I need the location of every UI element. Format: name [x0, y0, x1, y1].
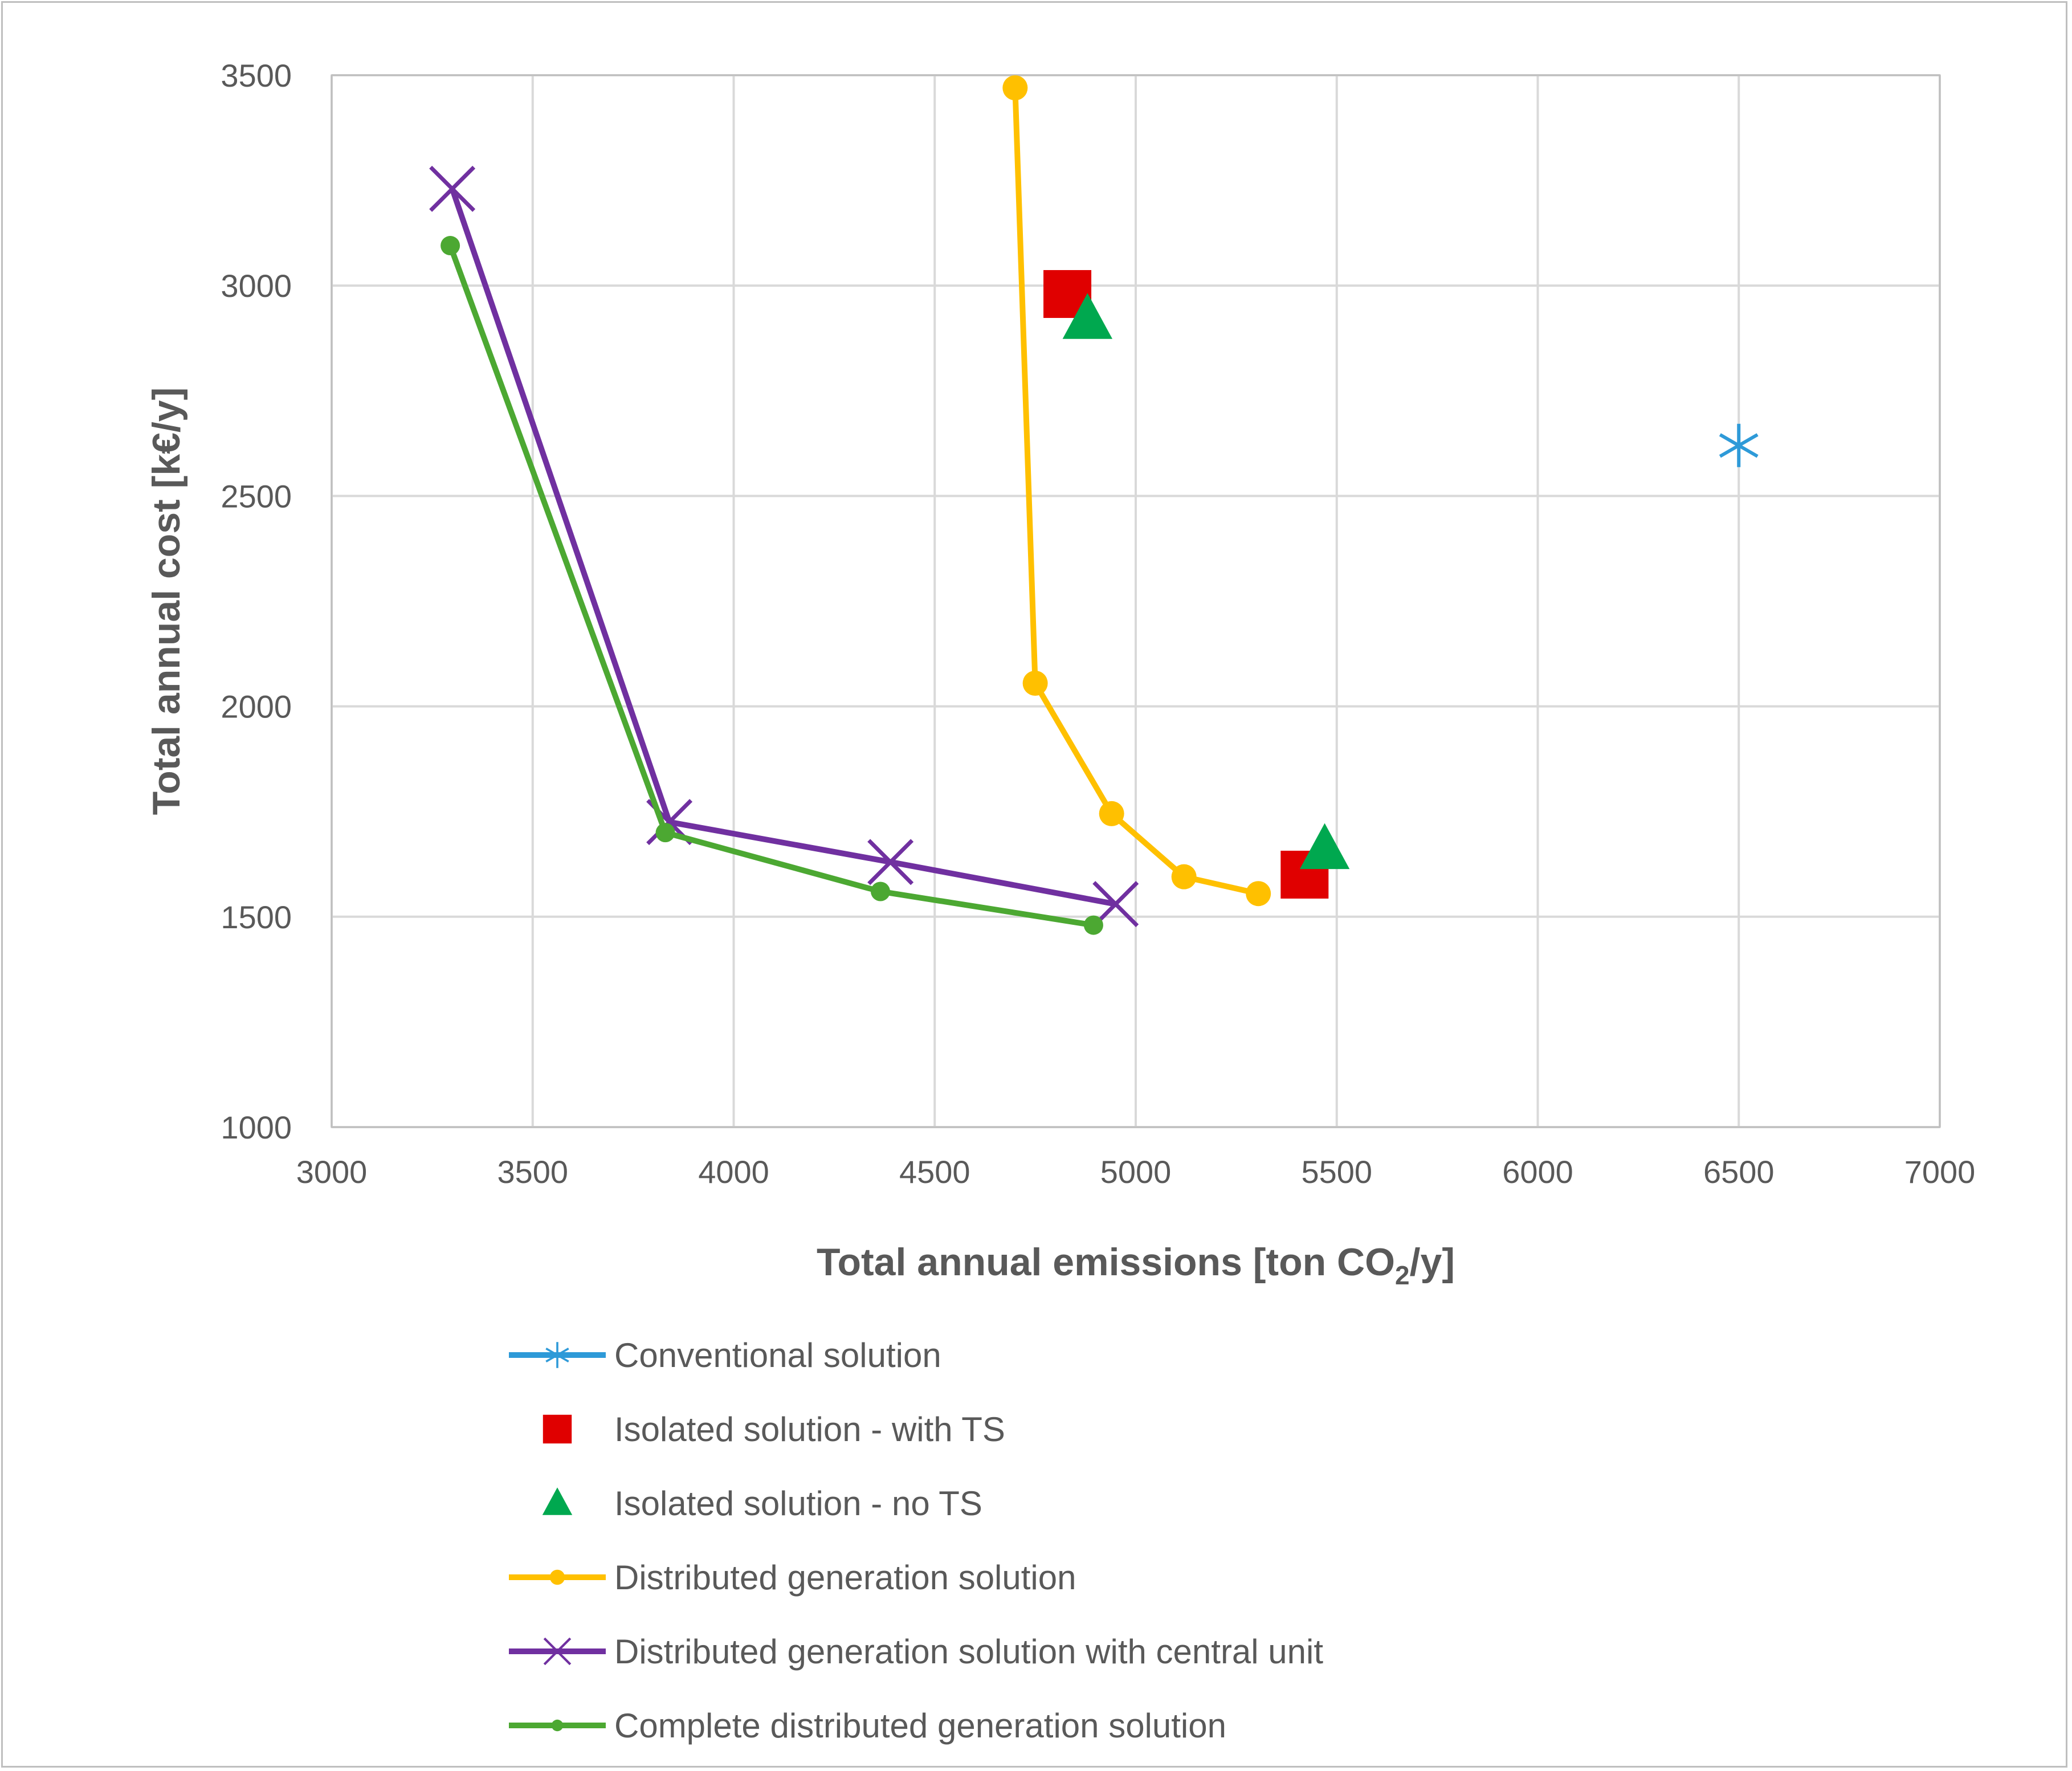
x-tick-label: 4000: [698, 1154, 769, 1190]
legend-label: Distributed generation solution with cen…: [614, 1633, 1323, 1671]
x-tick-label: 3500: [497, 1154, 568, 1190]
series-line: [449, 186, 1119, 907]
x-tick-label: 6500: [1703, 1154, 1775, 1190]
legend-item: Isolated solution - with TS: [543, 1410, 1005, 1448]
data-point: [1092, 881, 1139, 928]
legend-label: Complete distributed generation solution: [614, 1707, 1226, 1745]
y-tick-label: 1500: [221, 899, 292, 935]
legend-marker: [543, 1414, 572, 1444]
data-point: [1022, 670, 1048, 696]
series-0: [1719, 423, 1759, 467]
legend-label: Conventional solution: [614, 1336, 941, 1374]
legend-item: Distributed generation solution: [509, 1558, 1076, 1597]
y-tick-labels: 1000 1500 2000 2500 3000 3500: [221, 58, 292, 1145]
data-point: [1246, 881, 1271, 907]
x-tick-label: 5000: [1100, 1154, 1172, 1190]
data-point: [1171, 864, 1197, 889]
data-point: [1062, 293, 1113, 339]
y-tick-label: 3500: [221, 58, 292, 93]
x-tick-labels: 3000 3500 4000 4500 5000 5500 6000 6500 7000: [296, 1154, 1976, 1190]
legend-marker: [543, 1637, 572, 1666]
legend-item: Complete distributed generation solution: [509, 1707, 1226, 1745]
x-axis-title-prefix: Total annual emissions [ton CO: [817, 1240, 1395, 1284]
legend: Conventional solution Isolated solution -…: [509, 1336, 1323, 1745]
data-point: [1083, 915, 1103, 935]
legend-item: Distributed generation solution with cen…: [509, 1633, 1323, 1671]
plot-area: [331, 74, 1941, 1128]
data-point: [1719, 423, 1759, 467]
data-point: [429, 165, 476, 212]
legend-marker: [549, 1569, 565, 1585]
y-axis-title: Total annual cost [k€/y]: [145, 387, 188, 815]
legend-label: Isolated solution - no TS: [614, 1484, 982, 1523]
y-tick-label: 2000: [221, 689, 292, 725]
legend-marker: [542, 1487, 573, 1515]
y-tick-label: 3000: [221, 268, 292, 304]
legend-item: Conventional solution: [509, 1336, 941, 1374]
series-layer: [429, 75, 1759, 935]
legend-marker: [551, 1719, 564, 1732]
gridlines: [331, 74, 1941, 1128]
y-tick-label: 1000: [221, 1109, 292, 1145]
series-5: [440, 236, 1103, 935]
x-tick-label: 7000: [1904, 1154, 1976, 1190]
x-tick-label: 3000: [296, 1154, 368, 1190]
data-point: [1299, 823, 1350, 870]
legend-item: Isolated solution - no TS: [542, 1484, 982, 1523]
data-point: [655, 823, 675, 843]
legend-label: Isolated solution - with TS: [614, 1410, 1005, 1448]
x-tick-label: 5500: [1301, 1154, 1372, 1190]
series-4: [429, 165, 1139, 928]
series-2: [1062, 293, 1350, 870]
x-axis-title-subscript: 2: [1395, 1260, 1410, 1290]
data-point: [440, 236, 460, 256]
data-point: [871, 882, 891, 901]
series-1: [1043, 270, 1329, 899]
data-point: [1099, 801, 1124, 826]
series-line: [447, 243, 1096, 928]
x-tick-label: 4500: [899, 1154, 970, 1190]
legend-label: Distributed generation solution: [614, 1558, 1076, 1597]
x-axis-title-suffix: /y]: [1410, 1240, 1455, 1284]
y-tick-label: 2500: [221, 478, 292, 514]
series-3: [1002, 75, 1271, 907]
x-tick-label: 6000: [1502, 1154, 1573, 1190]
x-axis-title: Total annual emissions [ton CO2/y]: [817, 1240, 1455, 1290]
legend-marker: [545, 1342, 569, 1368]
data-point: [1002, 75, 1028, 101]
data-point: [867, 839, 914, 885]
